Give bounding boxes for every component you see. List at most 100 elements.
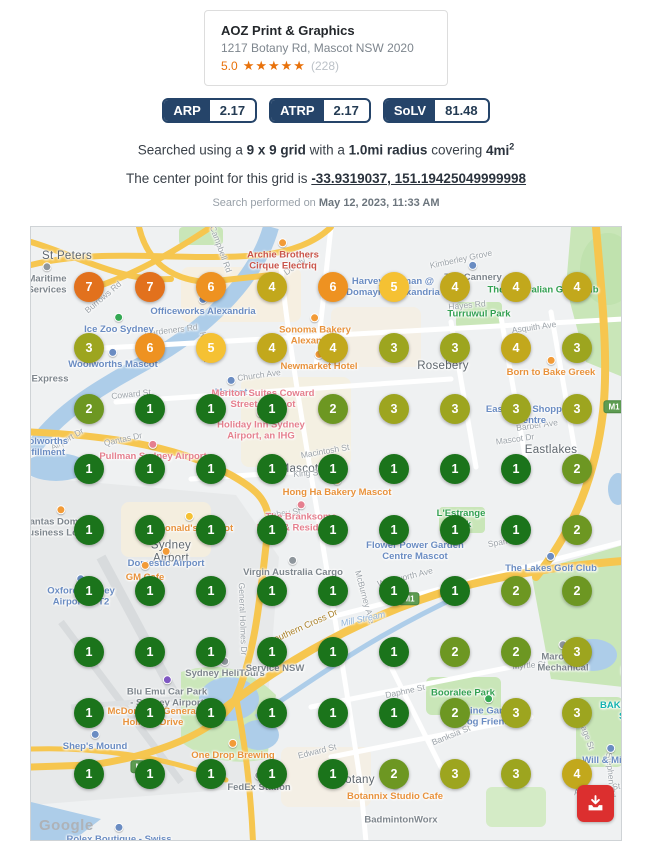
map-label-text: Airport [153,552,189,565]
grid-rank-marker[interactable]: 1 [74,576,104,607]
grid-rank-marker[interactable]: 4 [440,271,470,302]
poi-pin-icon [162,675,172,685]
grid-rank-marker[interactable]: 1 [257,697,287,728]
grid-rank-marker[interactable]: 2 [562,576,592,607]
grid-rank-marker[interactable]: 1 [74,758,104,789]
grid-rank-marker[interactable]: 1 [318,636,348,667]
grid-rank-marker[interactable]: 1 [135,393,165,424]
map-label-text: Airport Dr [48,425,86,453]
grid-rank-marker[interactable]: 1 [318,697,348,728]
download-map-button[interactable] [577,784,614,822]
grid-rank-marker[interactable]: 1 [135,576,165,607]
grid-rank-marker[interactable]: 5 [196,332,226,363]
grid-rank-marker[interactable]: 1 [379,697,409,728]
search-summary-line: Searched using a 9 x 9 grid with a 1.0mi… [138,141,515,158]
grid-rank-marker[interactable]: 2 [74,393,104,424]
grid-rank-marker[interactable]: 1 [196,636,226,667]
grid-rank-marker[interactable]: 7 [74,271,104,302]
grid-rank-marker[interactable]: 1 [318,454,348,485]
grid-rank-marker[interactable]: 4 [501,271,531,302]
grid-rank-marker[interactable]: 4 [257,332,287,363]
grid-rank-marker[interactable]: 3 [440,332,470,363]
grid-rank-marker[interactable]: 3 [440,758,470,789]
grid-rank-marker[interactable]: 1 [257,393,287,424]
grid-rank-marker[interactable]: 1 [257,636,287,667]
grid-rank-marker[interactable]: 2 [501,576,531,607]
grid-rank-marker[interactable]: 1 [135,697,165,728]
grid-rank-marker[interactable]: 3 [562,332,592,363]
grid-rank-marker[interactable]: 4 [562,758,592,789]
grid-rank-marker[interactable]: 2 [318,393,348,424]
grid-rank-marker[interactable]: 1 [379,636,409,667]
grid-rank-marker[interactable]: 2 [562,454,592,485]
grid-rank-marker[interactable]: 1 [257,515,287,546]
grid-rank-marker[interactable]: 1 [196,697,226,728]
grid-rank-marker[interactable]: 4 [318,332,348,363]
map-label-text: Hong Ha Bakery Mascot [282,486,392,498]
grid-rank-marker[interactable]: 2 [440,697,470,728]
grid-rank-marker[interactable]: 1 [257,454,287,485]
grid-rank-marker[interactable]: 1 [257,758,287,789]
grid-rank-marker[interactable]: 6 [318,271,348,302]
center-coordinates-link[interactable]: -33.9319037, 151.19425049999998 [311,170,527,186]
grid-rank-marker[interactable]: 1 [74,697,104,728]
metric-chips: ARP 2.17 ATRP 2.17 SoLV 81.48 [162,98,490,124]
grid-rank-marker[interactable]: 3 [379,332,409,363]
grid-rank-marker[interactable]: 1 [318,515,348,546]
grid-rank-marker[interactable]: 2 [440,636,470,667]
map-label: St Peters [42,250,92,264]
grid-rank-marker[interactable]: 3 [562,393,592,424]
grid-rank-marker[interactable]: 1 [379,576,409,607]
poi-pin-icon [42,262,52,272]
grid-rank-marker[interactable]: 3 [501,758,531,789]
grid-rank-marker[interactable]: 1 [196,576,226,607]
grid-rank-marker[interactable]: 1 [318,576,348,607]
grid-rank-marker[interactable]: 1 [135,636,165,667]
map-label: General Holmes Dr [237,582,250,655]
grid-rank-marker[interactable]: 1 [440,515,470,546]
grid-rank-marker[interactable]: 1 [257,576,287,607]
google-logo[interactable]: Google [39,816,94,834]
map-canvas[interactable]: St Peters Rosebery Eastlakes Mascot Sydney Ai… [30,225,622,841]
grid-rank-marker[interactable]: 4 [501,332,531,363]
map-label: Edward St [297,741,337,760]
grid-rank-marker[interactable]: 2 [562,515,592,546]
grid-rank-marker[interactable]: 7 [135,271,165,302]
grid-rank-marker[interactable]: 1 [501,454,531,485]
grid-rank-marker[interactable]: 1 [379,515,409,546]
grid-rank-marker[interactable]: 1 [501,515,531,546]
grid-rank-marker[interactable]: 6 [135,332,165,363]
grid-rank-marker[interactable]: 3 [74,332,104,363]
grid-rank-marker[interactable]: 3 [379,393,409,424]
grid-rank-marker[interactable]: 1 [74,454,104,485]
grid-rank-marker[interactable]: 1 [74,636,104,667]
grid-rank-marker[interactable]: 1 [135,515,165,546]
grid-rank-marker[interactable]: 1 [440,576,470,607]
grid-rank-marker[interactable]: 3 [501,393,531,424]
grid-rank-marker[interactable]: 2 [501,636,531,667]
grid-rank-marker[interactable]: 5 [379,271,409,302]
map-label-text: Centre Mascot [382,550,448,562]
grid-rank-marker[interactable]: 2 [379,758,409,789]
grid-rank-marker[interactable]: 4 [257,271,287,302]
poi-pin-icon [90,729,100,739]
grid-rank-marker[interactable]: 1 [196,758,226,789]
grid-rank-marker[interactable]: 1 [318,758,348,789]
grid-rank-marker[interactable]: 3 [440,393,470,424]
grid-rank-marker[interactable]: 1 [135,454,165,485]
grid-rank-marker[interactable]: 4 [562,271,592,302]
grid-rank-marker[interactable]: 3 [501,697,531,728]
map-label-text: The Lakes Golf Club [505,562,597,574]
grid-rank-marker[interactable]: 1 [196,393,226,424]
grid-rank-marker[interactable]: 1 [196,515,226,546]
grid-rank-marker[interactable]: 3 [562,636,592,667]
grid-rank-marker[interactable]: 1 [74,515,104,546]
grid-rank-marker[interactable]: 1 [135,758,165,789]
grid-rank-marker[interactable]: 1 [379,454,409,485]
map-label-text: Doody St [281,248,317,277]
grid-rank-marker[interactable]: 1 [196,454,226,485]
grid-rank-marker[interactable]: 3 [562,697,592,728]
grid-rank-marker[interactable]: 1 [440,454,470,485]
review-count: (228) [310,59,339,74]
grid-rank-marker[interactable]: 6 [196,271,226,302]
